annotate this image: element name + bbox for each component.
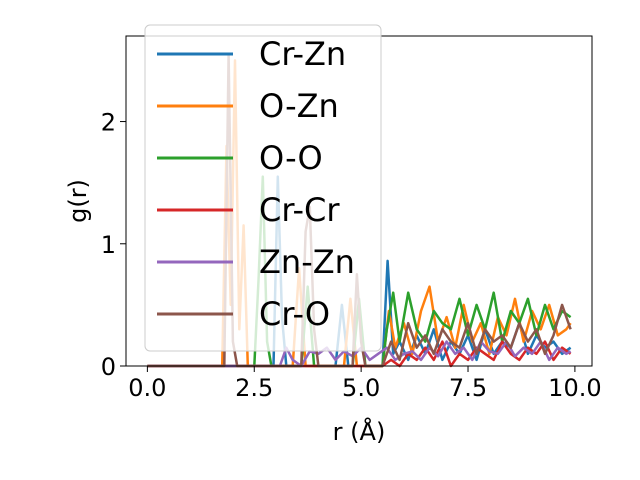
y-axis: 0 1 2 bbox=[101, 109, 126, 381]
series-line-zn-zn bbox=[147, 340, 572, 368]
x-axis-label: r (Å) bbox=[333, 417, 386, 446]
y-tick-label: 2 bbox=[101, 109, 116, 137]
x-tick-label: 5.0 bbox=[342, 374, 380, 402]
legend-label: Cr-Cr bbox=[259, 191, 340, 229]
legend-label: O-Zn bbox=[259, 87, 339, 125]
y-tick-label: 1 bbox=[101, 231, 116, 259]
legend: Cr-Zn O-Zn O-O Cr-Cr Zn-Zn Cr-O bbox=[144, 24, 382, 352]
legend-label: Cr-O bbox=[259, 295, 330, 333]
x-tick-label: 2.5 bbox=[235, 374, 273, 402]
x-tick-label: 0.0 bbox=[128, 374, 166, 402]
legend-label: Zn-Zn bbox=[259, 243, 355, 281]
y-tick-label: 0 bbox=[101, 353, 116, 381]
legend-label: Cr-Zn bbox=[259, 35, 346, 73]
series-line-cr-cr bbox=[147, 340, 572, 368]
x-axis: 0.0 2.5 5.0 7.5 10.0 bbox=[128, 366, 602, 402]
y-axis-label: g(r) bbox=[64, 179, 92, 223]
x-tick-label: 7.5 bbox=[449, 374, 487, 402]
x-tick-label: 10.0 bbox=[548, 374, 601, 402]
legend-label: O-O bbox=[259, 139, 323, 177]
